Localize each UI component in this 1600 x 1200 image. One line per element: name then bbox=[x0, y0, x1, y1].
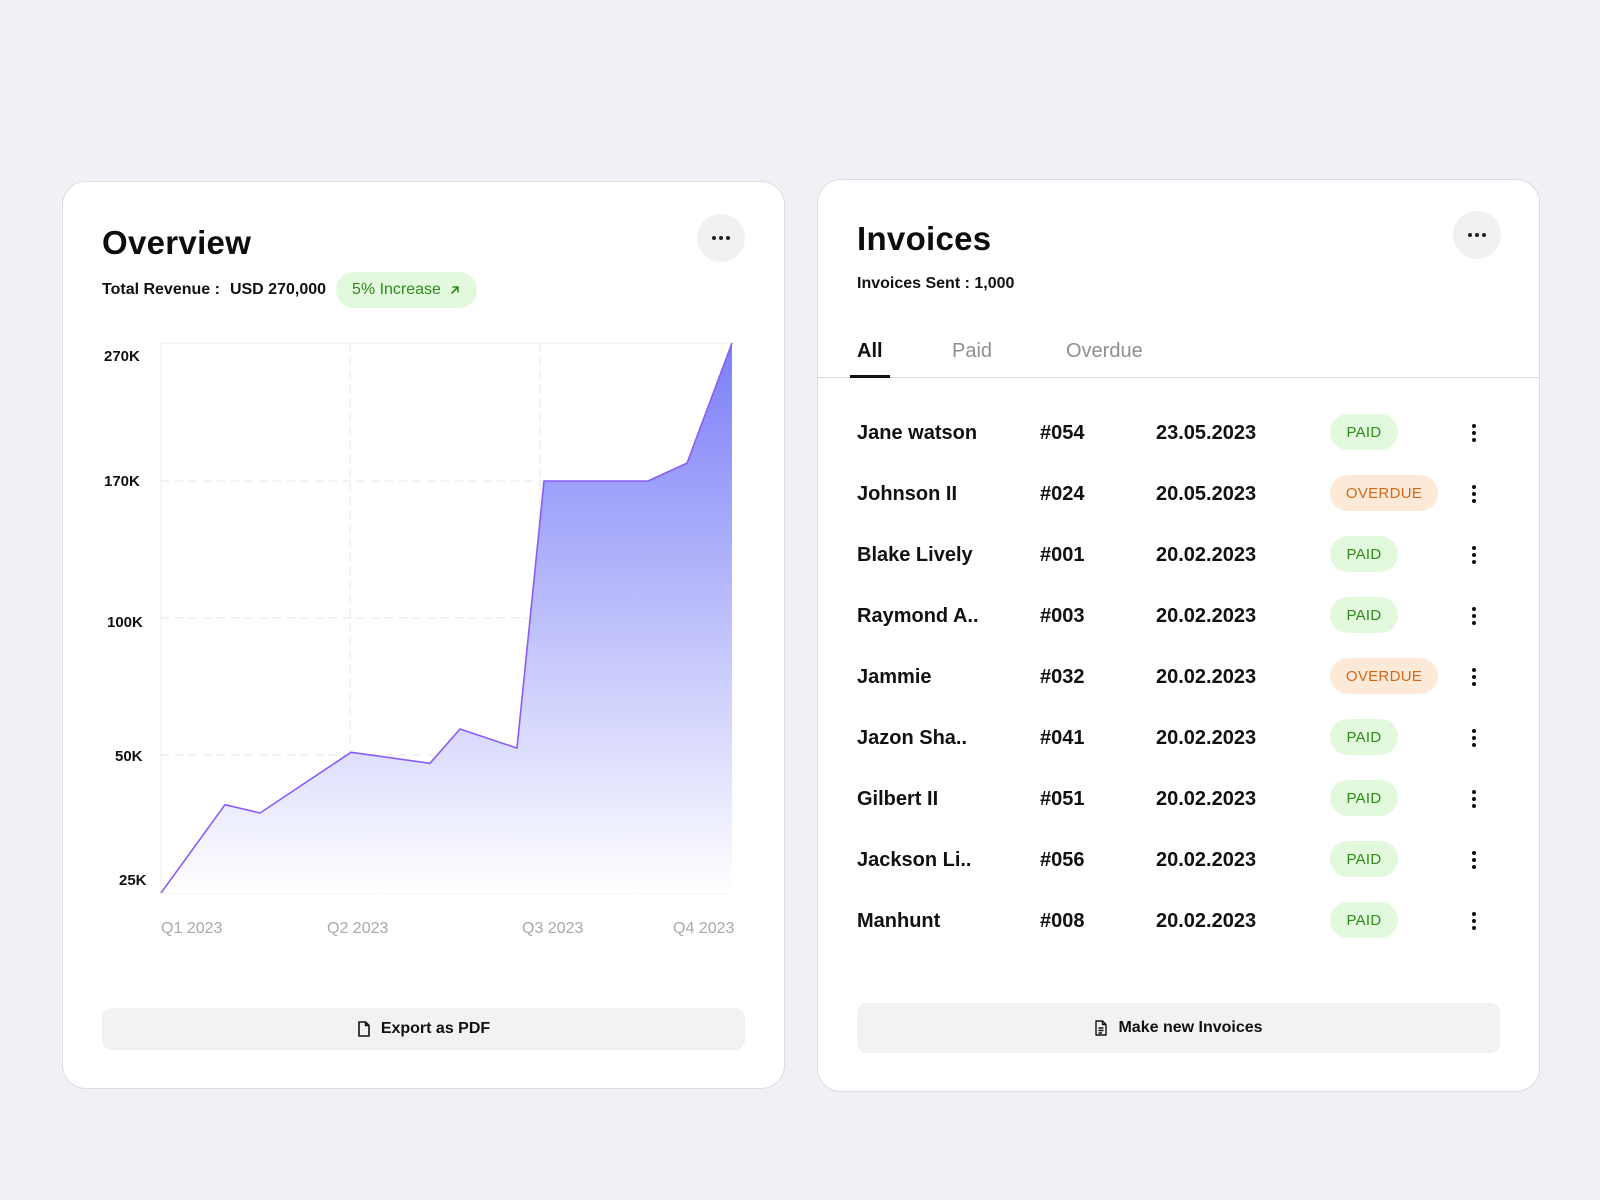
more-vertical-icon[interactable] bbox=[1462, 847, 1486, 873]
invoice-number: #054 bbox=[1040, 422, 1085, 444]
invoice-number: #008 bbox=[1040, 910, 1085, 932]
invoices-card: Invoices Invoices Sent : 1,000 All Paid … bbox=[817, 179, 1540, 1092]
overview-title: Overview bbox=[102, 224, 252, 261]
invoice-date: 20.02.2023 bbox=[1156, 727, 1257, 749]
status-badge: PAID bbox=[1330, 719, 1398, 755]
status-badge: PAID bbox=[1330, 597, 1398, 633]
more-vertical-icon[interactable] bbox=[1462, 664, 1486, 690]
y-tick-label: 170K bbox=[104, 473, 140, 490]
invoice-row[interactable]: Jammie #032 20.02.2023 OVERDUE bbox=[818, 648, 1539, 708]
invoice-date: 20.02.2023 bbox=[1156, 605, 1257, 627]
export-pdf-button[interactable]: Export as PDF bbox=[102, 1008, 745, 1050]
invoice-date: 20.02.2023 bbox=[1156, 788, 1257, 810]
invoice-row[interactable]: Blake Lively #001 20.02.2023 PAID bbox=[818, 526, 1539, 586]
revenue-summary: Total Revenue : USD 270,000 5% Increase bbox=[102, 272, 477, 308]
invoices-sent-count: Invoices Sent : 1,000 bbox=[857, 275, 1015, 292]
invoice-row[interactable]: Jackson Li.. #056 20.02.2023 PAID bbox=[818, 831, 1539, 891]
invoice-row[interactable]: Manhunt #008 20.02.2023 PAID bbox=[818, 892, 1539, 952]
invoice-date: 20.02.2023 bbox=[1156, 544, 1257, 566]
invoice-date: 20.02.2023 bbox=[1156, 910, 1257, 932]
more-vertical-icon[interactable] bbox=[1462, 481, 1486, 507]
invoice-client-name: Blake Lively bbox=[857, 544, 973, 566]
status-badge: OVERDUE bbox=[1330, 475, 1438, 511]
revenue-value: USD 270,000 bbox=[229, 281, 327, 298]
invoice-row[interactable]: Gilbert II #051 20.02.2023 PAID bbox=[818, 770, 1539, 830]
invoice-number: #051 bbox=[1040, 788, 1085, 810]
invoice-number: #032 bbox=[1040, 666, 1085, 688]
more-horizontal-icon bbox=[712, 236, 730, 240]
invoice-client-name: Jane watson bbox=[857, 422, 978, 444]
y-tick-label: 25K bbox=[119, 872, 147, 889]
increase-badge: 5% Increase bbox=[336, 272, 477, 308]
invoice-row[interactable]: Raymond A.. #003 20.02.2023 PAID bbox=[818, 587, 1539, 647]
invoice-row[interactable]: Johnson II #024 20.05.2023 OVERDUE bbox=[818, 465, 1539, 525]
invoice-number: #003 bbox=[1040, 605, 1085, 627]
invoices-more-button[interactable] bbox=[1453, 211, 1501, 259]
y-tick-label: 100K bbox=[107, 614, 143, 631]
invoice-client-name: Johnson II bbox=[857, 483, 957, 505]
invoice-row[interactable]: Jane watson #054 23.05.2023 PAID bbox=[818, 404, 1539, 464]
more-vertical-icon[interactable] bbox=[1462, 420, 1486, 446]
y-tick-label: 50K bbox=[115, 748, 143, 765]
x-tick-label: Q3 2023 bbox=[522, 920, 583, 937]
active-tab-indicator bbox=[850, 375, 890, 378]
file-icon bbox=[358, 1021, 370, 1037]
chart-frame bbox=[160, 342, 731, 894]
invoice-client-name: Manhunt bbox=[857, 910, 941, 932]
revenue-line bbox=[160, 342, 733, 894]
revenue-area-fill bbox=[161, 343, 732, 893]
make-new-invoices-button[interactable]: Make new Invoices bbox=[857, 1003, 1500, 1053]
status-badge: PAID bbox=[1330, 780, 1398, 816]
x-tick-label: Q2 2023 bbox=[327, 920, 388, 937]
more-horizontal-icon bbox=[1468, 233, 1486, 237]
status-badge: PAID bbox=[1330, 414, 1398, 450]
export-pdf-label: Export as PDF bbox=[380, 1020, 491, 1037]
revenue-chart: 270K 170K 100K 50K 25K Q1 2023 Q2 2023 Q3 2023… bbox=[104, 342, 734, 937]
more-vertical-icon[interactable] bbox=[1462, 908, 1486, 934]
overview-more-button[interactable] bbox=[697, 214, 745, 262]
tab-overdue[interactable]: Overdue bbox=[1066, 340, 1143, 362]
status-badge: PAID bbox=[1330, 902, 1398, 938]
overview-card: Overview Total Revenue : USD 270,000 5% … bbox=[62, 181, 785, 1089]
invoice-number: #041 bbox=[1040, 727, 1085, 749]
y-tick-label: 270K bbox=[104, 348, 140, 365]
invoice-date: 20.05.2023 bbox=[1156, 483, 1257, 505]
invoice-client-name: Jammie bbox=[857, 666, 932, 688]
invoice-client-name: Gilbert II bbox=[857, 788, 939, 810]
invoice-number: #001 bbox=[1040, 544, 1085, 566]
invoice-date: 20.02.2023 bbox=[1156, 849, 1257, 871]
more-vertical-icon[interactable] bbox=[1462, 542, 1486, 568]
invoice-number: #024 bbox=[1040, 483, 1085, 505]
invoice-tabs: All Paid Overdue bbox=[818, 328, 1539, 378]
invoice-date: 20.02.2023 bbox=[1156, 666, 1257, 688]
tab-paid[interactable]: Paid bbox=[952, 340, 993, 362]
invoice-number: #056 bbox=[1040, 849, 1085, 871]
invoice-client-name: Jackson Li.. bbox=[857, 849, 972, 871]
revenue-label: Total Revenue : bbox=[102, 281, 220, 298]
invoice-date: 23.05.2023 bbox=[1156, 422, 1257, 444]
invoice-row[interactable]: Jazon Sha.. #041 20.02.2023 PAID bbox=[818, 709, 1539, 769]
tab-all[interactable]: All bbox=[857, 340, 883, 362]
status-badge: PAID bbox=[1330, 536, 1398, 572]
invoice-client-name: Jazon Sha.. bbox=[857, 727, 968, 749]
increase-badge-label: 5% Increase bbox=[352, 281, 441, 298]
invoices-title: Invoices bbox=[857, 220, 992, 257]
more-vertical-icon[interactable] bbox=[1462, 603, 1486, 629]
invoice-client-name: Raymond A.. bbox=[857, 605, 979, 627]
x-tick-label: Q1 2023 bbox=[161, 920, 222, 937]
arrow-up-right-icon bbox=[451, 286, 459, 294]
document-icon bbox=[1095, 1020, 1108, 1036]
more-vertical-icon[interactable] bbox=[1462, 786, 1486, 812]
status-badge: PAID bbox=[1330, 841, 1398, 877]
x-tick-label: Q4 2023 bbox=[673, 920, 734, 937]
status-badge: OVERDUE bbox=[1330, 658, 1438, 694]
more-vertical-icon[interactable] bbox=[1462, 725, 1486, 751]
make-new-invoices-label: Make new Invoices bbox=[1118, 1019, 1263, 1036]
